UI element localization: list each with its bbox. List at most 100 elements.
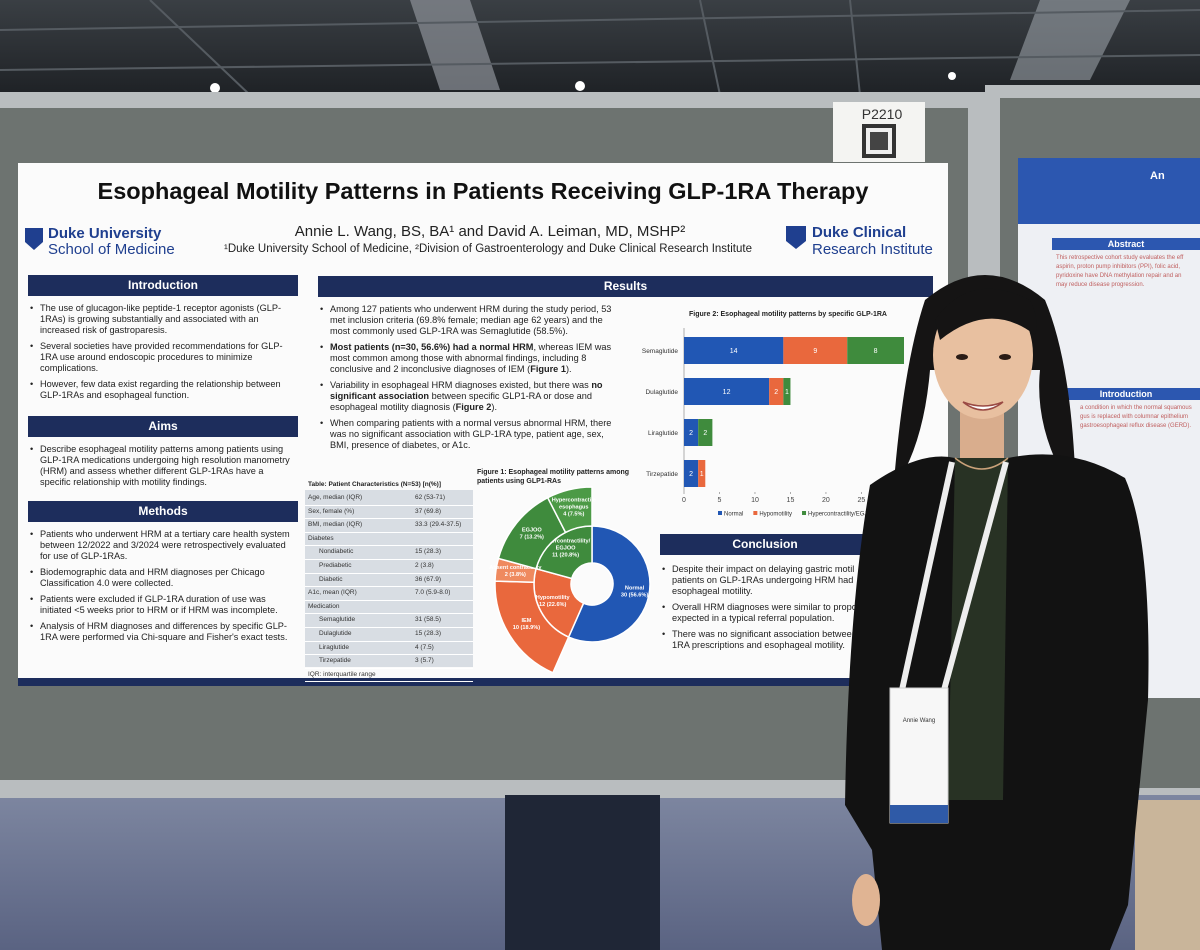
bullet-text: ). <box>491 402 498 412</box>
x-tick-label: 15 <box>787 497 795 504</box>
value-label: 9 <box>813 348 817 355</box>
table-value: 7.0 (5.9-8.0) <box>415 589 451 597</box>
table-label: Nondiabetic <box>319 548 354 556</box>
label-line: 7 (13.2%) <box>520 535 544 541</box>
label-line: IEM <box>521 618 531 624</box>
text-line: This retrospective cohort study evaluate… <box>1056 255 1184 261</box>
label-line: Hypercontractility/ <box>541 538 591 544</box>
bullet-text: Figure 2 <box>455 402 492 412</box>
bullet: When comparing patients with a normal ve… <box>320 418 616 451</box>
legend-label: Hypomotility <box>759 512 792 518</box>
segment-label: Absent contractility 2 (3.8%) <box>489 565 542 578</box>
table-value: 15 (28.3) <box>415 548 442 556</box>
label-line: 11 (20.8%) <box>552 552 579 558</box>
category-label: Liraglutide <box>648 430 678 437</box>
table-title: Table: Patient Characteristics (N=53) [n… <box>308 481 441 488</box>
neighbor-heading: Introduction <box>1099 389 1153 399</box>
neighbor-intro: a condition in which the normal squamous… <box>1080 404 1200 431</box>
bullet-line: expected in a typical referral populatio… <box>672 613 835 623</box>
label-line: EGJOO <box>556 545 577 551</box>
value-label: 1 <box>785 389 789 396</box>
table-row: Prediabetic 2 (3.8) <box>305 560 473 574</box>
bullet-line: There was no significant association bet… <box>672 629 857 639</box>
value-label: 1 <box>700 471 704 478</box>
booth-number: P2210 <box>861 106 903 122</box>
text-line: pyridoxine have DNA methylation repair a… <box>1056 273 1182 279</box>
x-tick-label: 20 <box>822 497 830 504</box>
bullet: However, few data exist regarding the re… <box>30 379 296 401</box>
figure-title: Figure 2: Esophageal motility patterns b… <box>689 311 887 318</box>
bullet: Describe esophageal motility patterns am… <box>30 444 296 488</box>
bullet: Biodemographic data and HRM diagnoses pe… <box>30 567 296 589</box>
bullet-line: esophageal motility. <box>672 586 753 596</box>
label-line: EGJOO <box>522 528 543 534</box>
bullet: Most patients (n=30, 56.6%) had a normal… <box>320 342 616 375</box>
text-line: aspirin, proton pump inhibitors (PPI), f… <box>1056 264 1181 270</box>
authors: Annie L. Wang, BS, BA¹ and David A. Leim… <box>294 223 686 240</box>
table-value: 62 (53-71) <box>415 494 445 501</box>
table-label: Prediabetic <box>319 561 352 569</box>
x-tick-label: 0 <box>682 497 686 504</box>
bullet-list: Patients who underwent HRM at a tertiary… <box>30 529 296 648</box>
bullet-text: between specific GLP1-RA or dose and eso… <box>330 391 592 412</box>
text-line: a condition in which the normal squamous <box>1080 405 1192 411</box>
value-label: 12 <box>723 389 731 396</box>
legend-swatch <box>753 511 758 515</box>
bullet-line: patients on GLP-1RAs undergoing HRM had <box>672 575 854 585</box>
label-line: 10 (18.9%) <box>513 625 540 631</box>
bullet-text: ). <box>565 364 572 374</box>
label-line: 2 (3.8%) <box>505 572 526 578</box>
logo-text: Research Institute <box>812 241 933 258</box>
bullet-text: Figure 1 <box>530 364 566 374</box>
segment-label: Normal 30 (56.6%) <box>621 585 648 598</box>
bar-segment <box>783 378 791 405</box>
bullet: Patients were excluded if GLP-1RA durati… <box>30 594 296 616</box>
affiliations: ¹Duke University School of Medicine, ²Di… <box>224 243 752 255</box>
poster-title: Esophageal Motility Patterns in Patients… <box>97 178 869 204</box>
bullet: There was no significant association bet… <box>662 629 867 651</box>
category-label: Semaglutide <box>642 348 679 355</box>
segment-label: Hypomotility 12 (22.6%) <box>536 595 571 608</box>
bullet: Overall HRM diagnoses were similar to pr… <box>662 602 867 624</box>
category-label: Dulaglutide <box>645 389 678 396</box>
bar-segment <box>847 337 904 364</box>
bullet: The use of glucagon-like peptide-1 recep… <box>30 303 296 336</box>
bullet-text: Most patients (n=30, 56.6%) had a normal… <box>330 342 534 352</box>
table-label: Semaglutide <box>319 616 356 624</box>
table-value: 31 (58.5) <box>415 616 442 624</box>
table: Age, median (IQR) 62 (53-71) Sex, female (… <box>305 492 473 683</box>
bar-segment <box>684 460 699 487</box>
text-line: gus is replaced with columnar epithelium <box>1080 414 1189 420</box>
section-header: Aims <box>28 416 298 437</box>
sunburst-segment <box>546 486 593 534</box>
legend-label: Normal <box>724 512 743 518</box>
bullet: Variability in esophageal HRM diagnoses … <box>320 380 616 413</box>
table-row: Nondiabetic 15 (28.3) <box>305 546 473 560</box>
bar-segment <box>783 337 848 364</box>
x-tick-label: 5 <box>718 497 722 504</box>
label-line: Hypomotility <box>536 595 571 601</box>
table-label: Dulaglutide <box>319 629 352 637</box>
table-value: 15 (28.3) <box>415 629 442 637</box>
category-label: Tirzepatide <box>646 471 678 478</box>
section-header: Introduction <box>28 275 298 296</box>
value-label: 2 <box>774 389 778 396</box>
table-row: Medication <box>305 601 473 615</box>
section-header: Conclusion <box>660 534 870 555</box>
segment-label: Hypercontractility/EGJOO 11 (20.8%) <box>541 538 591 558</box>
bullet-text: , whereas IEM was most common among thos… <box>330 342 612 374</box>
label-line: Normal <box>625 585 645 591</box>
legend-swatch <box>718 511 722 515</box>
table-row: IQR: interquartile range <box>305 669 473 683</box>
label-line: 30 (56.6%) <box>621 592 648 598</box>
label-line: esophagus <box>559 505 589 511</box>
label-line: Absent contractility <box>489 565 542 571</box>
bar-segment <box>684 378 770 405</box>
table-row: A1c, mean (IQR) 7.0 (5.9-8.0) <box>305 587 473 601</box>
table-label: IQR: interquartile range <box>308 670 376 678</box>
section-header: Results <box>318 276 933 297</box>
table-value: 33.3 (29.4-37.5) <box>415 521 462 529</box>
bullet: Among 127 patients who underwent HRM dur… <box>320 304 616 337</box>
